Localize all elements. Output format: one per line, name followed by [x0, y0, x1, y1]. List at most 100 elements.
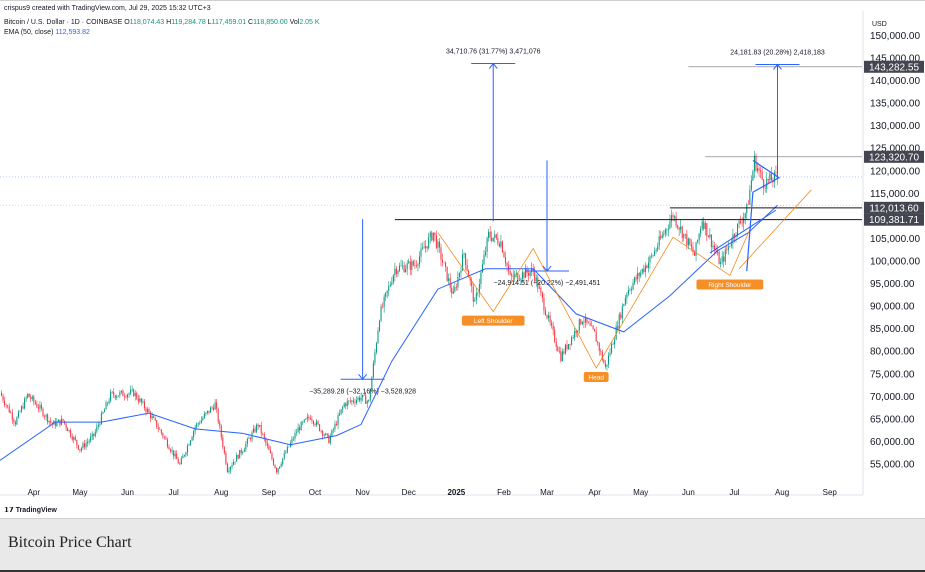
candle-body[interactable]	[403, 265, 405, 272]
candle-body[interactable]	[435, 235, 437, 248]
candle-body[interactable]	[76, 439, 78, 445]
candle-body[interactable]	[657, 246, 659, 250]
candle-body[interactable]	[412, 261, 414, 266]
candle-body[interactable]	[466, 264, 468, 271]
candle-body[interactable]	[94, 431, 96, 437]
candle-body[interactable]	[635, 277, 637, 280]
candle-body[interactable]	[558, 351, 560, 352]
candle-body[interactable]	[280, 464, 282, 467]
candle-body[interactable]	[538, 287, 540, 289]
candle-body[interactable]	[572, 337, 574, 338]
candle-body[interactable]	[91, 433, 93, 437]
candle-body[interactable]	[73, 437, 75, 440]
candle-body[interactable]	[271, 453, 273, 460]
candle-body[interactable]	[85, 443, 87, 448]
candle-body[interactable]	[737, 223, 739, 236]
candle-body[interactable]	[4, 400, 6, 405]
candle-body[interactable]	[125, 396, 127, 398]
candle-body[interactable]	[150, 412, 152, 419]
candle-body[interactable]	[294, 433, 296, 439]
candle-body[interactable]	[627, 290, 629, 294]
candle-body[interactable]	[727, 246, 729, 250]
candle-body[interactable]	[248, 438, 250, 439]
candle-body[interactable]	[28, 393, 30, 398]
candle-body[interactable]	[638, 273, 640, 276]
candle-body[interactable]	[681, 226, 683, 238]
candle-body[interactable]	[389, 284, 391, 286]
candle-body[interactable]	[214, 402, 216, 410]
candle-body[interactable]	[193, 431, 195, 438]
candle-body[interactable]	[723, 256, 725, 262]
candle-body[interactable]	[385, 292, 387, 297]
candle-body[interactable]	[39, 404, 41, 409]
candle-body[interactable]	[282, 458, 284, 465]
candle-body[interactable]	[122, 390, 124, 397]
candle-body[interactable]	[8, 406, 10, 413]
candle-body[interactable]	[509, 270, 511, 275]
candle-body[interactable]	[518, 280, 520, 281]
candle-body[interactable]	[481, 264, 484, 273]
candle-body[interactable]	[114, 395, 116, 398]
candle-body[interactable]	[646, 265, 648, 268]
candle-body[interactable]	[767, 178, 769, 181]
candle-body[interactable]	[543, 298, 545, 311]
candle-body[interactable]	[666, 229, 668, 231]
candle-body[interactable]	[497, 238, 499, 244]
candle-body[interactable]	[186, 445, 188, 453]
candle-body[interactable]	[552, 325, 554, 331]
candle-body[interactable]	[200, 419, 202, 424]
candle-body[interactable]	[180, 458, 182, 465]
candle-body[interactable]	[480, 272, 482, 285]
candle-body[interactable]	[534, 271, 536, 282]
candle-body[interactable]	[472, 286, 474, 302]
candle-body[interactable]	[252, 428, 255, 433]
candle-body[interactable]	[300, 422, 302, 431]
candle-body[interactable]	[741, 222, 743, 224]
candle-body[interactable]	[449, 278, 451, 288]
candle-body[interactable]	[239, 449, 241, 459]
candle-body[interactable]	[378, 320, 381, 331]
candle-body[interactable]	[440, 247, 442, 260]
candle-body[interactable]	[650, 255, 653, 257]
candle-body[interactable]	[216, 402, 218, 409]
candle-body[interactable]	[776, 172, 779, 178]
candle-body[interactable]	[438, 241, 440, 248]
candle-body[interactable]	[365, 395, 367, 404]
candle-body[interactable]	[529, 272, 531, 276]
candle-body[interactable]	[117, 395, 119, 397]
symbol-name[interactable]: Bitcoin / U.S. Dollar · 1D · COINBASE	[4, 19, 123, 26]
candle-body[interactable]	[355, 399, 358, 403]
candle-body[interactable]	[134, 393, 136, 397]
candle-body[interactable]	[715, 249, 717, 253]
support-trendline[interactable]	[738, 189, 812, 270]
candle-body[interactable]	[661, 234, 663, 239]
candle-body[interactable]	[97, 424, 99, 427]
candle-body[interactable]	[299, 427, 301, 431]
candle-body[interactable]	[764, 188, 766, 190]
candle-body[interactable]	[302, 422, 304, 423]
candle-body[interactable]	[137, 398, 139, 402]
candle-body[interactable]	[508, 265, 510, 271]
candle-body[interactable]	[501, 241, 503, 253]
candle-body[interactable]	[395, 268, 397, 274]
candle-body[interactable]	[408, 261, 410, 264]
head-shoulders-pattern[interactable]	[437, 225, 752, 369]
candle-body[interactable]	[680, 226, 682, 230]
candle-body[interactable]	[48, 420, 50, 423]
candle-body[interactable]	[332, 429, 334, 430]
candle-body[interactable]	[578, 319, 580, 331]
candle-body[interactable]	[306, 416, 308, 419]
candle-body[interactable]	[629, 290, 631, 291]
candle-body[interactable]	[515, 273, 517, 275]
candle-body[interactable]	[551, 322, 553, 326]
candle-body[interactable]	[769, 173, 771, 181]
candle-body[interactable]	[229, 466, 232, 471]
candle-body[interactable]	[96, 426, 98, 432]
candle-body[interactable]	[311, 419, 313, 421]
candle-body[interactable]	[79, 449, 81, 451]
candle-body[interactable]	[87, 441, 89, 444]
candle-body[interactable]	[202, 417, 204, 420]
candle-body[interactable]	[448, 278, 450, 281]
candle-body[interactable]	[308, 416, 310, 419]
candle-body[interactable]	[93, 433, 95, 437]
